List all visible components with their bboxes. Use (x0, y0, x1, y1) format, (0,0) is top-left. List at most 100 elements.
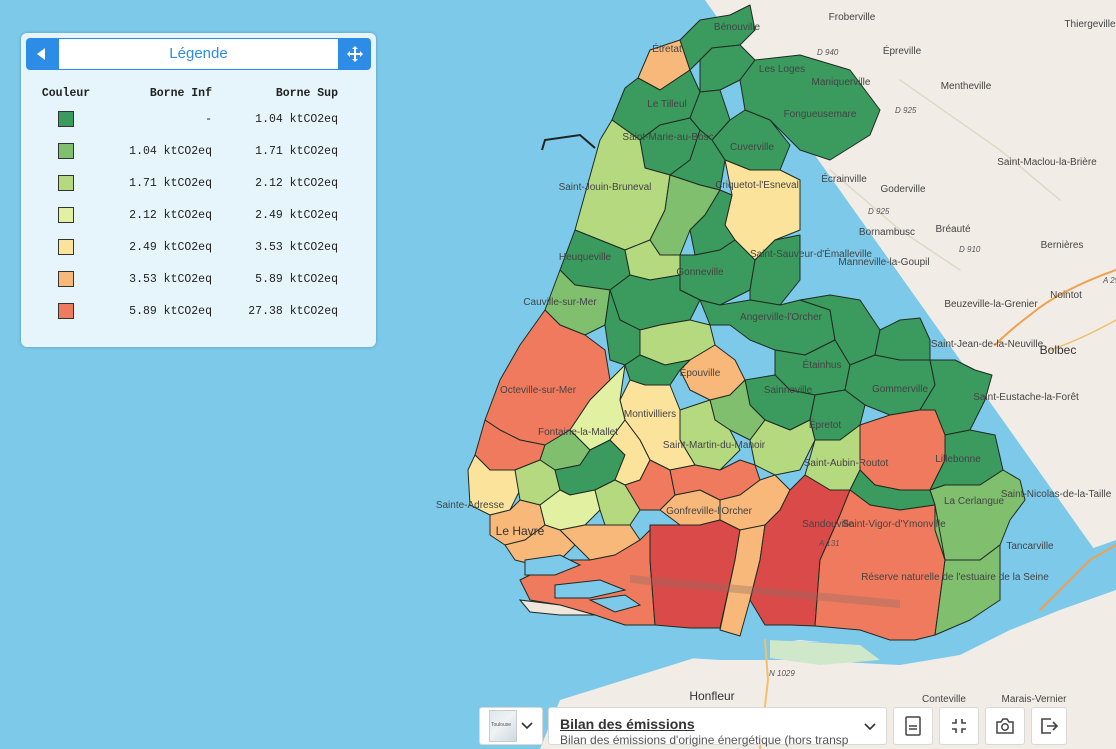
legend-sup: 1.04 ktCO2eq (255, 112, 338, 126)
place-label: Froberville (829, 12, 876, 23)
legend-inf: 3.53 ktCO2eq (129, 272, 212, 286)
chevron-down-icon[interactable] (864, 723, 876, 731)
road-label: A 131 (818, 539, 840, 548)
legend-col-color: Couleur (41, 86, 91, 100)
legend-swatch (58, 303, 74, 319)
legend-inf: 2.12 ktCO2eq (129, 208, 212, 222)
place-label: Gonfreville-l'Orcher (666, 506, 752, 517)
exit-icon (1041, 718, 1058, 734)
road-label: A 29 (1102, 276, 1116, 285)
place-label: Heuqueville (559, 252, 612, 263)
communes[interactable] (467, 4, 1026, 641)
road-label: D 910 (959, 245, 981, 254)
collapse-legend-button[interactable] (26, 38, 58, 70)
place-label: Saint-Aubin-Routot (804, 458, 889, 469)
legend-sup: 5.89 ktCO2eq (255, 272, 338, 286)
legend-swatch-cell (31, 135, 101, 167)
place-label: Étretat (652, 42, 682, 55)
legend-row: - 1.04 ktCO2eq (31, 103, 338, 135)
layer-subtitle: Bilan des émissions d'origine énergétiqu… (560, 733, 849, 747)
place-label: Octeville-sur-Mer (500, 385, 577, 396)
land-area (540, 0, 1116, 749)
place-label: Angerville-l'Orcher (740, 312, 823, 323)
legend-sup: 2.12 ktCO2eq (255, 176, 338, 190)
legend-row: 5.89 ktCO2eq 27.38 ktCO2eq (31, 295, 338, 327)
exit-button[interactable] (1031, 707, 1067, 745)
road-labels: D 940 D 925 D 925 D 910 A 29 A 131 N 1029 (769, 48, 1116, 678)
place-label: Étainhus (803, 358, 842, 371)
place-label: Saint-Maclou-la-Brière (997, 157, 1097, 168)
commune-angerville[interactable] (699, 299, 836, 356)
place-label: Saint-Sauveur-d'Émalleville (750, 247, 872, 260)
place-label: Beuzeville-la-Grenier (944, 299, 1038, 310)
place-label: Gonneville (676, 267, 724, 278)
report-button[interactable] (893, 707, 933, 745)
legend-row: 2.49 ktCO2eq 3.53 ktCO2eq (31, 231, 338, 263)
thumbnail-label: Toulouse (491, 722, 512, 728)
commune-lillebonne-w[interactable] (859, 409, 946, 491)
place-label: Goderville (880, 184, 925, 195)
legend-header: Légende (26, 38, 371, 70)
legend-panel: Légende Couleur Borne Inf Borne Sup - 1.0… (21, 33, 376, 347)
seine-estuary (620, 540, 1116, 665)
place-label: Conteville (922, 694, 966, 705)
legend-row: 2.12 ktCO2eq 2.49 ktCO2eq (31, 199, 338, 231)
place-label: Épouville (680, 366, 721, 379)
commune-east-2[interactable] (874, 317, 931, 361)
airport-strip (630, 575, 900, 608)
legend-swatch-cell (31, 103, 101, 135)
place-label: Bénouville (714, 22, 761, 33)
legend-row: 3.53 ktCO2eq 5.89 ktCO2eq (31, 263, 338, 295)
move-legend-button[interactable] (339, 38, 371, 70)
place-label: Gommerville (872, 384, 929, 395)
legend-row: 1.71 ktCO2eq 2.12 ktCO2eq (31, 167, 338, 199)
basemap-switcher[interactable]: Toulouse (479, 707, 543, 745)
legend-row: 1.04 ktCO2eq 1.71 ktCO2eq (31, 135, 338, 167)
place-label: Honfleur (689, 689, 734, 703)
place-label: Saint-Nicolas-de-la-Taille (1001, 489, 1112, 500)
legend-inf: 5.89 ktCO2eq (129, 304, 212, 318)
chevron-down-icon (521, 722, 533, 730)
document-icon (905, 716, 921, 736)
legend-swatch-cell (31, 231, 101, 263)
place-label: Tancarville (1006, 541, 1054, 552)
legend-inf: 2.49 ktCO2eq (129, 240, 212, 254)
commune-ymonville[interactable] (814, 489, 946, 641)
legend-inf: - (205, 112, 212, 126)
port-quay (518, 599, 596, 616)
fullscreen-button[interactable] (939, 707, 979, 745)
place-label: Saint-Eustache-la-Forêt (973, 392, 1079, 403)
place-label: Mentheville (941, 81, 992, 92)
place-label: Sainneville (764, 385, 813, 396)
basemap-thumbnail[interactable]: Toulouse (489, 710, 517, 742)
port-basins (524, 554, 642, 613)
commune-reserve[interactable] (934, 504, 1001, 636)
legend-swatch (58, 111, 74, 127)
commune-ss-emalleville[interactable] (749, 234, 801, 306)
fullscreen-icon (952, 719, 966, 733)
place-label: Manneville-la-Goupil (838, 257, 929, 268)
place-label: Épreville (883, 44, 922, 57)
place-label: La Cerlangue (944, 496, 1004, 507)
place-label: Sainte-Adresse (436, 500, 505, 511)
road-label: N 1029 (769, 669, 795, 678)
screenshot-button[interactable] (985, 707, 1025, 745)
place-label: Épretot (809, 418, 841, 431)
legend-sup: 27.38 ktCO2eq (248, 304, 338, 318)
legend-col-sup: Borne Sup (275, 86, 338, 100)
legend-sup: 3.53 ktCO2eq (255, 240, 338, 254)
legend-inf: 1.04 ktCO2eq (129, 144, 212, 158)
place-label: Écrainville (821, 172, 867, 185)
road-label: D 940 (817, 48, 839, 57)
marsh-left (770, 640, 880, 665)
legend-inf: 1.71 ktCO2eq (129, 176, 212, 190)
commune-nord-1[interactable] (699, 44, 756, 93)
legend-col-inf: Borne Inf (149, 86, 212, 100)
place-label: Cauville-sur-Mer (523, 297, 597, 308)
commune-havre-s3[interactable] (594, 479, 641, 526)
layer-selector[interactable]: Bilan des émissions Bilan des émissions … (548, 707, 887, 747)
place-label: Nointot (1050, 290, 1082, 301)
legend-swatch-cell (31, 167, 101, 199)
place-label: Marais-Vernier (1001, 694, 1067, 705)
